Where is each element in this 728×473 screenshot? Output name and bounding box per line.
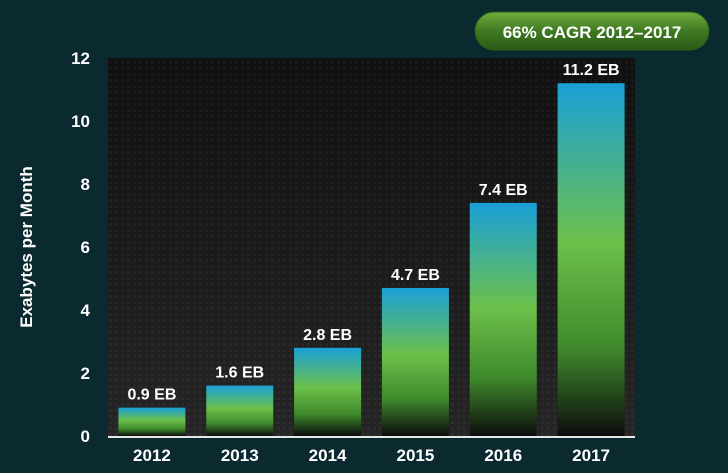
y-tick-label-0: 0 [81,427,90,446]
bar-2017 [557,83,625,436]
x-tick-label-2012: 2012 [133,446,171,465]
bar-data-label-2015: 4.7 EB [391,267,440,284]
x-tick-label-2017: 2017 [572,446,610,465]
bar-2013 [206,385,274,436]
bar-2015 [381,287,449,436]
x-tick-label-2014: 2014 [309,446,347,465]
x-tick-label-2016: 2016 [484,446,522,465]
bar-data-label-2012: 0.9 EB [127,387,176,404]
cagr-badge: 66% CAGR 2012–2017 [474,11,710,51]
bar-data-label-2013: 1.6 EB [215,365,264,382]
x-tick-label-2013: 2013 [221,446,259,465]
plot-texture [108,58,635,436]
bar-2014 [294,347,362,436]
bar-data-label-2014: 2.8 EB [303,327,352,344]
y-tick-label-10: 10 [71,112,90,131]
y-tick-label-2: 2 [81,364,90,383]
bar-data-label-2017: 11.2 EB [563,62,620,79]
cagr-badge-pill [474,11,710,51]
y-tick-label-6: 6 [81,238,90,257]
bar-2012 [118,407,186,436]
y-axis-label: Exabytes per Month [17,166,36,328]
bar-data-label-2016: 7.4 EB [479,182,528,199]
cagr-badge-text: 66% CAGR 2012–2017 [503,23,682,42]
y-tick-label-8: 8 [81,175,90,194]
bar-2016 [469,202,537,436]
y-tick-label-12: 12 [71,49,90,68]
x-tick-label-2015: 2015 [397,446,435,465]
y-tick-label-4: 4 [81,301,91,320]
x-axis-baseline [108,436,635,438]
